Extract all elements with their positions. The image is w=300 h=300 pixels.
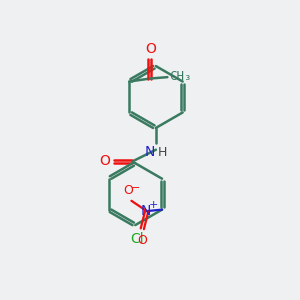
Text: CH₃: CH₃: [169, 70, 191, 83]
Text: Cl: Cl: [130, 232, 144, 246]
Text: O: O: [123, 184, 133, 197]
Text: N: N: [141, 203, 151, 218]
Text: N: N: [144, 145, 154, 159]
Text: O: O: [99, 154, 110, 168]
Text: O: O: [145, 42, 156, 56]
Text: H: H: [158, 146, 167, 159]
Text: −: −: [131, 182, 140, 193]
Text: +: +: [148, 200, 158, 210]
Text: O: O: [137, 234, 147, 247]
